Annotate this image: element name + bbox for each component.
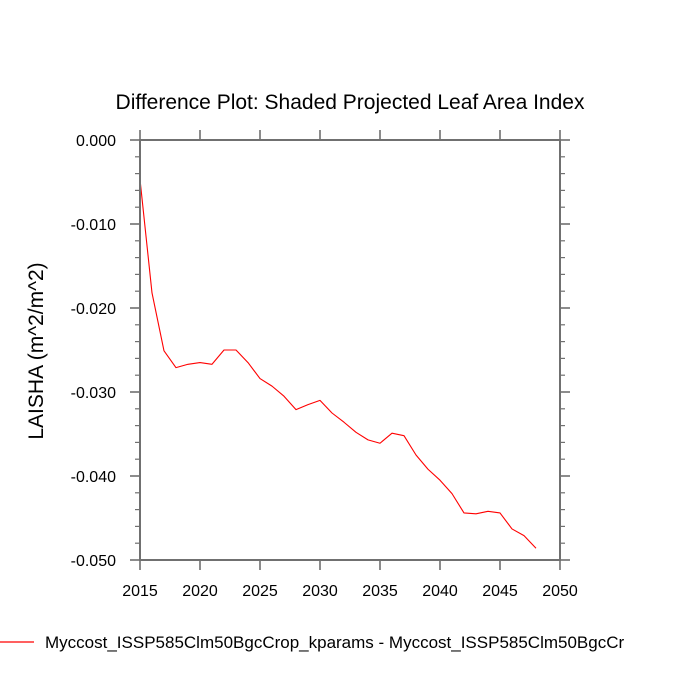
chart-title: Difference Plot: Shaded Projected Leaf A… [116,91,585,114]
plot-frame [139,139,561,561]
plot-data-layer [139,179,537,549]
x-tick-label: 2035 [362,583,398,600]
x-tick-label: 2020 [182,583,218,600]
y-tick-label: -0.050 [71,553,116,570]
legend: Myccost_ISSP585Clm50BgcCrop_kparams - My… [0,633,625,652]
x-tick-label: 2045 [482,583,518,600]
y-tick-label: 0.000 [76,133,116,150]
y-tick-label: -0.010 [71,217,116,234]
series-line [139,179,537,549]
x-tick-label: 2030 [302,583,338,600]
x-tick-label: 2040 [422,583,458,600]
x-tick-label: 2050 [542,583,578,600]
x-tick-label: 2015 [122,583,158,600]
y-axis-label: LAISHA (m^2/m^2) [25,262,48,439]
x-tick-label: 2025 [242,583,278,600]
legend-label: Myccost_ISSP585Clm50BgcCrop_kparams - My… [45,633,625,652]
y-tick-label: -0.030 [71,385,116,402]
y-tick-label: -0.020 [71,301,116,318]
axes-layer: 2015 2020 2025 2030 2035 2040 2045 2050 0.000 -0.… [71,130,578,600]
y-tick-label: -0.040 [71,469,116,486]
